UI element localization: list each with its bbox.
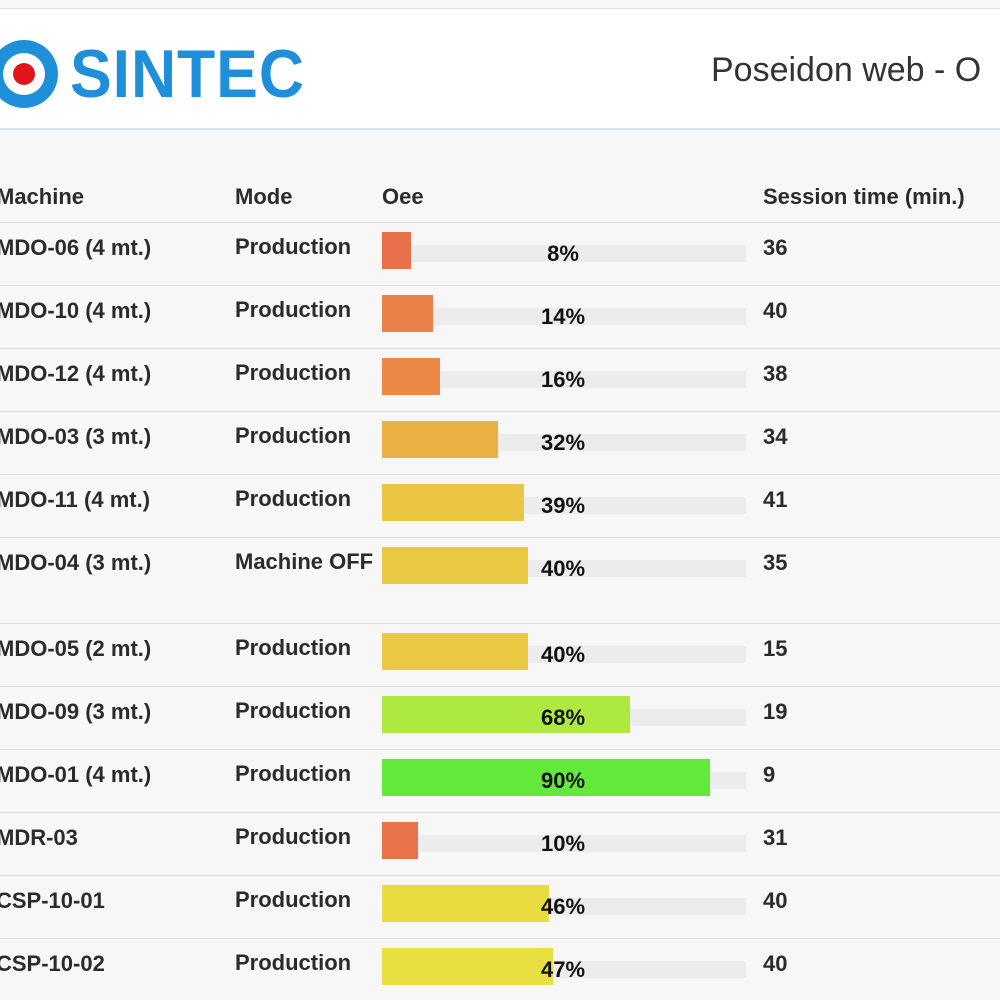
- table-row[interactable]: MDO-09 (3 mt.) Production 68% 19: [0, 687, 1000, 750]
- machine-name: CSP-10-02: [0, 951, 105, 976]
- machine-mode: Production: [235, 234, 352, 259]
- machines-table: Machine Mode Oee Session time (min.) MDO…: [0, 170, 1000, 1000]
- machine-mode: Production: [235, 761, 352, 786]
- oee-percent-label: 16%: [540, 367, 586, 392]
- oee-percent-label: 14%: [540, 304, 586, 329]
- machine-mode: Production: [235, 698, 352, 723]
- table-row[interactable]: MDR-03 Production 10% 31: [0, 813, 1000, 876]
- table-row[interactable]: CSP-10-01 Production 46% 40: [0, 876, 1000, 939]
- oee-percent-label: 40%: [540, 642, 586, 667]
- table-row[interactable]: MDO-11 (4 mt.) Production 39% 41: [0, 475, 1000, 538]
- table-row[interactable]: MDO-05 (2 mt.) Production 40% 15: [0, 624, 1000, 687]
- oee-percent-label: 39%: [540, 493, 586, 518]
- app-title: Poseidon web - O: [711, 51, 982, 89]
- column-header-oee[interactable]: Oee: [382, 184, 424, 209]
- machine-name: MDO-05 (2 mt.): [0, 636, 152, 661]
- oee-percent-label: 47%: [540, 957, 586, 982]
- oee-percent-label: 90%: [540, 768, 586, 793]
- table-row[interactable]: CSP-10-02 Production 47% 40: [0, 939, 1000, 1000]
- oee-percent-label: 8%: [547, 241, 579, 266]
- session-time: 40: [763, 298, 788, 323]
- oee-percent-label: 32%: [540, 430, 586, 455]
- table-header: Machine Mode Oee Session time (min.): [0, 170, 1000, 223]
- session-time: 41: [763, 487, 788, 512]
- session-time: 15: [763, 636, 788, 661]
- session-time: 38: [763, 361, 788, 386]
- oee-bar-fill: [382, 484, 524, 521]
- machine-mode: Production: [235, 635, 352, 660]
- session-time: 34: [763, 424, 788, 449]
- oee-bar-fill: [382, 633, 528, 670]
- machine-name: MDR-03: [0, 825, 78, 850]
- table-row[interactable]: MDO-04 (3 mt.) Machine OFF 40% 35: [0, 538, 1000, 624]
- oee-bar-fill: [382, 232, 411, 269]
- oee-percent-label: 40%: [540, 556, 586, 581]
- oee-bar-fill: [382, 948, 553, 985]
- session-time: 9: [763, 762, 776, 787]
- machine-mode: Production: [235, 887, 352, 912]
- table-row[interactable]: MDO-03 (3 mt.) Production 32% 34: [0, 412, 1000, 475]
- oee-bar-fill: [382, 295, 433, 332]
- session-time: 31: [763, 825, 788, 850]
- column-header-session-time[interactable]: Session time (min.): [763, 184, 965, 209]
- header: SINTEC Poseidon web - O: [0, 8, 1000, 130]
- table-row[interactable]: MDO-06 (4 mt.) Production 8% 36: [0, 223, 1000, 286]
- machine-name: MDO-10 (4 mt.): [0, 298, 152, 323]
- oee-percent-label: 68%: [540, 705, 586, 730]
- machine-name: MDO-04 (3 mt.): [0, 550, 152, 575]
- sintec-logo-icon: [0, 40, 58, 108]
- machine-name: MDO-09 (3 mt.): [0, 699, 152, 724]
- column-header-mode[interactable]: Mode: [235, 184, 293, 209]
- machine-mode: Production: [235, 360, 352, 385]
- oee-bar-track: [382, 835, 746, 852]
- oee-bar-track: [382, 308, 746, 325]
- table-row[interactable]: MDO-12 (4 mt.) Production 16% 38: [0, 349, 1000, 412]
- oee-bar-fill: [382, 547, 528, 584]
- oee-bar-track: [382, 371, 746, 388]
- oee-bar-fill: [382, 421, 498, 458]
- machine-name: MDO-12 (4 mt.): [0, 361, 152, 386]
- session-time: 40: [763, 888, 788, 913]
- machine-mode: Machine OFF: [235, 549, 374, 574]
- oee-bar-fill: [382, 358, 440, 395]
- machine-mode: Production: [235, 486, 352, 511]
- session-time: 19: [763, 699, 788, 724]
- oee-percent-label: 10%: [540, 831, 586, 856]
- oee-bar-fill: [382, 885, 549, 922]
- machine-name: MDO-01 (4 mt.): [0, 762, 152, 787]
- oee-percent-label: 46%: [540, 894, 586, 919]
- machine-name: MDO-06 (4 mt.): [0, 235, 152, 260]
- table-body: MDO-06 (4 mt.) Production 8% 36 MDO-10 (4 mt…: [0, 223, 1000, 1000]
- session-time: 40: [763, 951, 788, 976]
- oee-bar-fill: [382, 759, 710, 796]
- table-row[interactable]: MDO-01 (4 mt.) Production 90% 9: [0, 750, 1000, 813]
- machine-mode: Production: [235, 423, 352, 448]
- machine-mode: Production: [235, 950, 352, 975]
- sintec-logo: SINTEC: [0, 38, 325, 110]
- oee-bar-fill: [382, 696, 630, 733]
- session-time: 35: [763, 550, 788, 575]
- column-header-machine[interactable]: Machine: [0, 184, 85, 209]
- table-row[interactable]: MDO-10 (4 mt.) Production 14% 40: [0, 286, 1000, 349]
- machine-name: MDO-03 (3 mt.): [0, 424, 152, 449]
- session-time: 36: [763, 235, 788, 260]
- machine-name: MDO-11 (4 mt.): [0, 487, 151, 512]
- oee-bar-track: [382, 245, 746, 262]
- machine-mode: Production: [235, 824, 352, 849]
- machine-mode: Production: [235, 297, 352, 322]
- machine-name: CSP-10-01: [0, 888, 105, 913]
- oee-bar-fill: [382, 822, 418, 859]
- logo-text: SINTEC: [70, 36, 305, 112]
